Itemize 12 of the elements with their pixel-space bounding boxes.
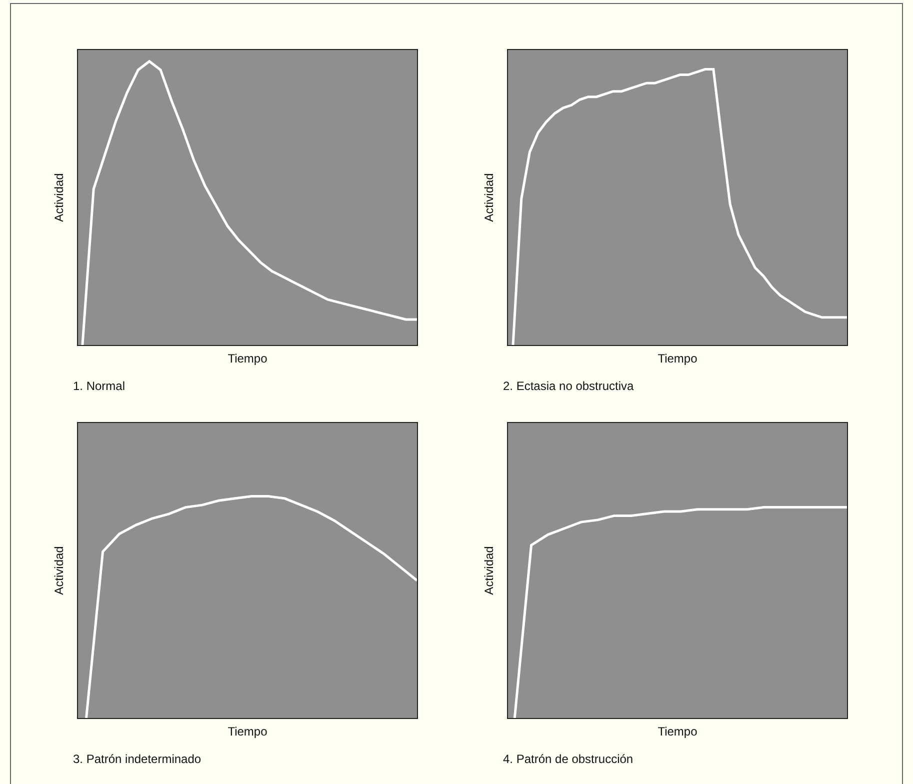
text: 2. Ectasia no obstructiva bbox=[503, 379, 634, 393]
x-axis-title: Tiempo bbox=[658, 351, 698, 366]
text: 1. Normal bbox=[73, 379, 126, 393]
x-axis-title: Tiempo bbox=[228, 351, 268, 366]
y-axis-title: Actividad bbox=[482, 546, 496, 595]
y-axis-title: Actividad bbox=[52, 173, 66, 222]
x-axis-title: Tiempo bbox=[658, 724, 698, 738]
y-axis-title: Actividad bbox=[482, 173, 496, 222]
y-axis-title: Actividad bbox=[52, 546, 66, 595]
x-axis-title: Tiempo bbox=[228, 724, 268, 738]
text: 3. Patrón indeterminado bbox=[73, 752, 202, 766]
text: 4. Patrón de obstrucción bbox=[503, 752, 634, 766]
